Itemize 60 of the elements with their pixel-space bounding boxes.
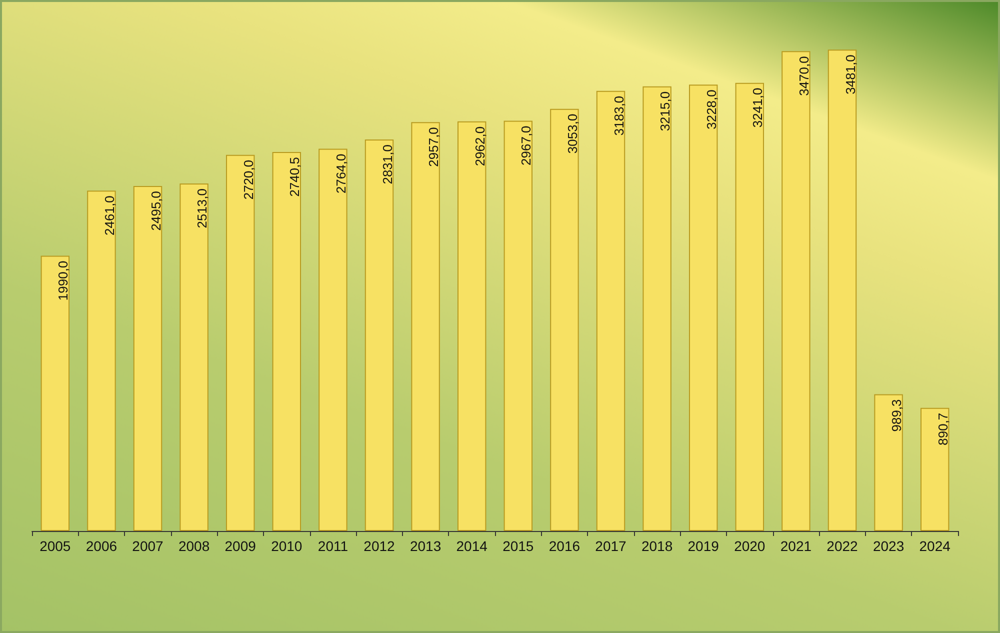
bar: [874, 394, 903, 531]
x-tick-label: 2020: [734, 538, 766, 554]
x-tick-label: 2011: [318, 538, 348, 554]
data-label: 2740,5: [287, 157, 302, 197]
data-label: 1990,0: [56, 260, 71, 301]
x-tick-label: 2010: [271, 538, 302, 554]
bar: [87, 190, 116, 531]
bar: [411, 122, 440, 531]
x-tick-label: 2008: [178, 538, 210, 554]
x-tick-label: 2017: [595, 538, 627, 554]
x-tick-label: 2005: [40, 538, 71, 554]
bar: [504, 120, 533, 531]
data-label: 2513,0: [194, 188, 210, 228]
x-tick-label: 2016: [548, 538, 580, 554]
data-label: 3053,0: [564, 114, 580, 154]
x-tick-label: 2013: [410, 538, 442, 554]
x-tick-label: 2012: [364, 538, 396, 554]
bar: [272, 152, 302, 531]
bar: [828, 50, 857, 531]
bar: [318, 148, 348, 531]
bar: [133, 186, 162, 531]
data-label: 3470,0: [796, 56, 812, 96]
x-tick-label: 2015: [502, 538, 534, 554]
x-tick-label: 2014: [456, 538, 488, 554]
bar: [457, 121, 486, 531]
bar: [180, 183, 208, 531]
data-label: 2831,0: [380, 144, 395, 184]
data-label: 989,3: [889, 399, 904, 432]
bar: [550, 108, 579, 531]
data-label: 3241,0: [750, 88, 766, 128]
data-label: 2957,0: [426, 127, 442, 167]
data-label: 2495,0: [148, 190, 164, 231]
bar: [40, 256, 70, 531]
x-tick-label: 2021: [780, 538, 812, 554]
bar: [688, 84, 718, 531]
bar: [642, 86, 672, 531]
data-label: 2967,0: [518, 126, 534, 166]
x-tick-label: 2009: [224, 538, 256, 554]
data-label: 3183,0: [611, 96, 626, 136]
bar: [364, 140, 394, 531]
x-tick-label: 2018: [641, 538, 673, 554]
data-label: 3215,0: [658, 91, 673, 132]
data-label: 3228,0: [704, 90, 719, 130]
data-label: 2461,0: [102, 196, 117, 236]
x-tick-label: 2023: [872, 538, 904, 554]
data-label: 2764,0: [333, 154, 348, 194]
bar: [596, 90, 626, 531]
bar: [920, 408, 950, 531]
bar: [735, 82, 764, 531]
x-tick-label: 2022: [826, 538, 858, 554]
x-tick-label: 2006: [86, 538, 118, 554]
data-label: 890,7: [935, 412, 950, 446]
x-tick-label: 2007: [132, 538, 164, 554]
x-tick-label: 2019: [688, 538, 720, 554]
data-label: 3481,0: [842, 54, 858, 94]
bar: [226, 154, 255, 531]
data-label: 2962,0: [472, 126, 488, 166]
x-tick-label: 2024: [919, 538, 951, 554]
data-label: 2720,0: [240, 160, 256, 200]
bar: [782, 51, 810, 531]
